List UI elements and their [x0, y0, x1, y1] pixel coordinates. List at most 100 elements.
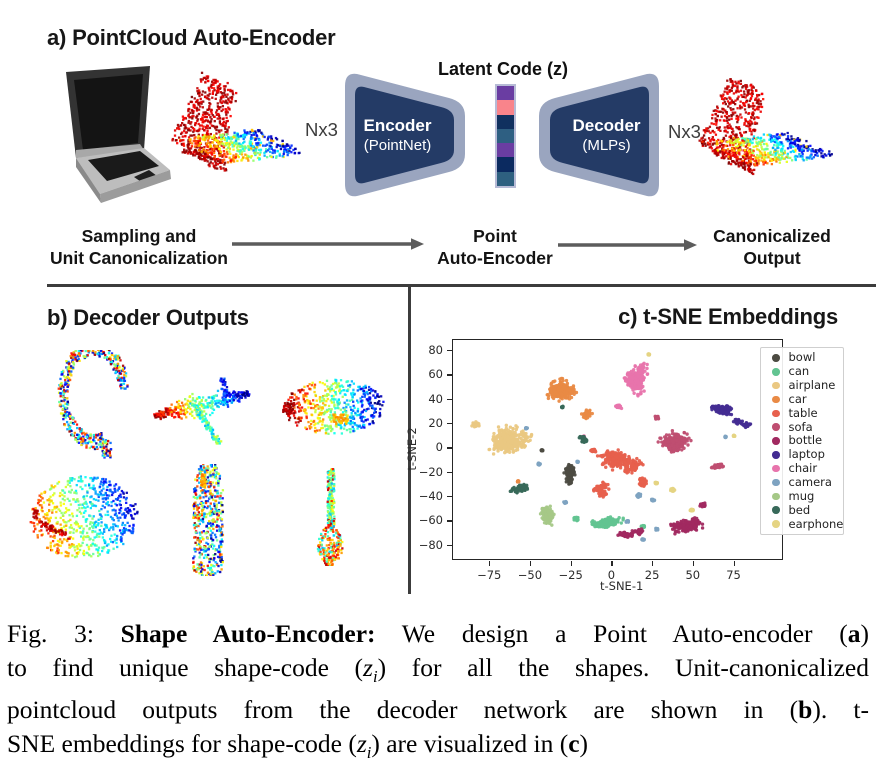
legend-swatch: [772, 395, 780, 404]
legend-item-chair: chair: [761, 462, 843, 476]
legend-label: sofa: [788, 419, 813, 434]
output-pointcloud-canvas: [694, 74, 836, 206]
legend-swatch: [772, 354, 780, 362]
legend-swatch: [772, 492, 780, 501]
x-tick-label: 50: [685, 568, 701, 582]
legend-swatch: [772, 464, 780, 473]
legend-swatch: [772, 381, 780, 390]
legend-swatch: [772, 451, 780, 459]
decoder-output-canvas-bowl: [28, 460, 140, 574]
legend-item-bed: bed: [761, 503, 843, 517]
legend-swatch: [772, 437, 780, 445]
decoder-output-canvas-car: [280, 373, 388, 441]
y-tick-label: 80: [428, 343, 443, 358]
x-tick-label: −50: [517, 568, 543, 582]
legend-item-laptop: laptop: [761, 448, 843, 462]
caption-line: pointcloud outputs from the decoder netw…: [7, 695, 869, 725]
legend-item-earphone: earphone: [761, 517, 843, 531]
y-tick-mark: [447, 544, 452, 546]
legend-label: bottle: [788, 433, 823, 448]
encoder-shape: [345, 73, 465, 197]
x-axis-label: t-SNE-1: [600, 579, 644, 593]
legend-label: can: [788, 364, 810, 379]
y-tick-label: 40: [428, 391, 443, 406]
caption-line: SNE embeddings for shape-code (zi) are v…: [7, 728, 589, 762]
x-tick-mark: [692, 560, 694, 566]
latent-segment: [497, 143, 514, 158]
panel-b-title: b) Decoder Outputs: [47, 305, 249, 330]
legend-label: car: [788, 391, 807, 406]
legend-item-mug: mug: [761, 488, 843, 504]
decoder-output-canvas-earphone: [57, 350, 139, 462]
legend-item-can: can: [761, 365, 843, 379]
legend-swatch: [772, 368, 780, 376]
x-tick-mark: [611, 560, 613, 566]
tsne-plot: [452, 339, 783, 560]
decoder-output-canvas-bottle: [184, 464, 232, 576]
latent-code-bar: [495, 84, 516, 188]
legend-label: airplane: [788, 378, 836, 393]
flow-step-output-line2: Output: [743, 247, 801, 268]
x-tick-label: 25: [644, 568, 660, 582]
input-pointcloud-canvas: [167, 70, 307, 205]
y-tick-mark: [447, 423, 452, 425]
tsne-legend: bowl can airplane car table sofa bottle laptop c…: [760, 347, 844, 535]
legend-label: bed: [788, 502, 811, 517]
legend-swatch: [772, 423, 780, 431]
flow-step-sampling-line1: Sampling and: [81, 226, 197, 246]
legend-item-sofa: sofa: [761, 420, 843, 434]
y-tick-label: 60: [428, 367, 443, 382]
latent-segment: [497, 128, 514, 144]
panel-divider-vertical: [408, 287, 411, 594]
y-tick-label: −80: [418, 537, 443, 552]
legend-item-bottle: bottle: [761, 434, 843, 448]
panel-divider-horizontal: [47, 284, 876, 287]
y-tick-mark: [447, 447, 452, 449]
y-tick-mark: [447, 520, 452, 522]
legend-swatch: [772, 506, 780, 514]
latent-segment: [497, 157, 514, 172]
legend-label: chair: [788, 461, 818, 476]
nx3-right-label: Nx3: [668, 121, 701, 142]
y-tick-label: 0: [435, 440, 443, 455]
legend-label: laptop: [788, 447, 825, 462]
legend-item-car: car: [761, 391, 843, 407]
flow-arrow-1: [232, 238, 424, 250]
x-tick-label: −75: [477, 568, 502, 582]
y-axis-label: t-SNE-2: [405, 427, 419, 471]
legend-swatch: [772, 478, 780, 487]
legend-label: mug: [788, 488, 815, 503]
latent-segment: [497, 100, 514, 115]
legend-swatch: [772, 520, 780, 528]
latent-segment: [497, 171, 514, 186]
caption-line: Fig. 3: Shape Auto-Encoder: We design a …: [7, 619, 869, 648]
y-tick-label: −60: [418, 513, 443, 528]
y-tick-mark: [447, 496, 452, 498]
flow-arrow-2: [558, 239, 697, 251]
decoder-output-canvas-airplane: [153, 376, 251, 446]
y-tick-label: −20: [418, 464, 443, 479]
x-tick-mark: [733, 560, 735, 566]
flow-step-autoencoder: Point Auto-Encoder: [437, 226, 553, 269]
legend-item-bowl: bowl: [761, 351, 843, 365]
flow-step-sampling-line2: Unit Canonicalization: [50, 247, 228, 268]
y-tick-mark: [447, 398, 452, 400]
flow-step-sampling: Sampling and Unit Canonicalization: [50, 226, 228, 269]
legend-item-camera: camera: [761, 476, 843, 490]
x-tick-mark: [570, 560, 572, 566]
flow-step-output-line1: Canonicalized: [713, 226, 831, 246]
caption-line: to find unique shape-code (zi) for all t…: [7, 652, 869, 686]
legend-label: earphone: [788, 516, 844, 531]
legend-label: camera: [788, 475, 832, 490]
y-tick-mark: [447, 374, 452, 376]
legend-item-table: table: [761, 405, 843, 421]
legend-item-airplane: airplane: [761, 379, 843, 393]
nx3-left-label: Nx3: [305, 119, 338, 140]
y-tick-mark: [447, 350, 452, 352]
tsne-scatter-canvas: [453, 340, 782, 559]
x-tick-label: −25: [558, 568, 583, 582]
legend-label: table: [788, 405, 818, 420]
flow-step-autoencoder-line1: Point: [473, 226, 517, 246]
x-tick-label: 0: [607, 568, 616, 582]
latent-code-label: Latent Code (z): [438, 59, 568, 79]
